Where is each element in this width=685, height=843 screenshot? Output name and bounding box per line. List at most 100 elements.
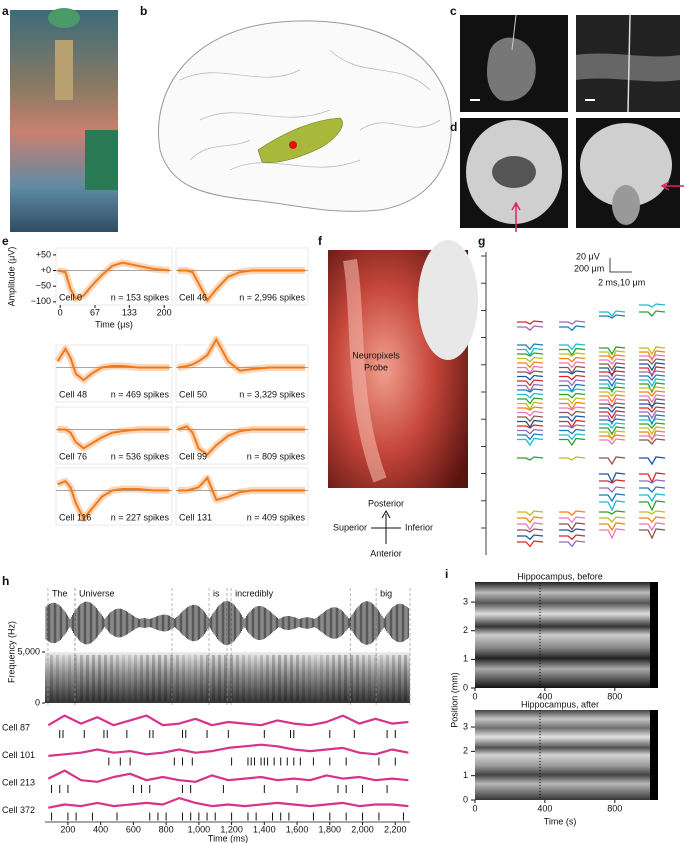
scale-label: 200 μm <box>574 263 604 273</box>
unit-trace <box>559 401 586 411</box>
spectrogram-band <box>380 655 383 701</box>
unit-trace <box>517 320 544 325</box>
unit-trace <box>599 402 626 407</box>
unit-trace <box>559 352 586 357</box>
unit-trace <box>559 419 586 429</box>
unit-trace <box>559 320 586 325</box>
spike-count: n = 809 spikes <box>247 451 306 461</box>
unit-trace <box>599 493 626 503</box>
unit-trace <box>599 354 626 359</box>
unit-trace <box>517 534 544 541</box>
spectrogram-band <box>164 655 167 701</box>
unit-trace <box>599 366 626 378</box>
x-tick-label: 800 <box>607 691 622 701</box>
unit-trace <box>599 346 626 356</box>
unit-trace <box>639 472 666 484</box>
cell-name: Cell 213 <box>2 777 35 787</box>
tissue-layer <box>576 53 680 82</box>
unit-trace <box>599 500 626 512</box>
unit-trace <box>639 350 666 362</box>
unit-trace <box>599 310 626 317</box>
unit-trace <box>639 426 666 436</box>
unit-trace <box>559 374 586 381</box>
unit-trace <box>599 472 626 484</box>
unit-trace <box>517 415 544 423</box>
unit-trace <box>517 428 544 435</box>
unit-trace <box>639 422 666 429</box>
unit-trace <box>559 433 586 441</box>
y-tick-label: +0 <box>41 265 51 275</box>
scale-bar <box>585 99 595 101</box>
unit-trace <box>559 356 586 363</box>
waveform-spread <box>177 474 305 504</box>
unit-trace <box>559 410 586 417</box>
unit-trace <box>517 437 544 447</box>
cell-name: Cell 99 <box>179 451 207 461</box>
unit-trace <box>517 356 544 363</box>
unit-trace <box>599 418 626 423</box>
unit-trace <box>559 510 586 517</box>
spectrogram-band <box>104 655 107 701</box>
spectrogram-band <box>194 655 197 701</box>
unit-trace <box>639 358 666 365</box>
spike-count: n = 469 spikes <box>111 389 170 399</box>
cottonoid <box>418 240 478 360</box>
waveform-mean <box>57 428 170 450</box>
unit-trace <box>517 379 544 387</box>
unit-trace <box>517 361 544 369</box>
spectrogram-band <box>320 655 323 701</box>
spectrogram-band <box>374 655 377 701</box>
drape <box>85 130 118 190</box>
unit-trace <box>599 486 626 493</box>
unit-trace <box>639 438 666 445</box>
unit-trace <box>559 383 586 393</box>
spike-count: n = 153 spikes <box>111 292 170 302</box>
unit-trace <box>639 456 666 466</box>
spectrogram-band <box>242 655 245 701</box>
y-tick-label: +50 <box>36 249 51 259</box>
spectrogram-band <box>176 655 179 701</box>
panel-label: b <box>140 4 147 18</box>
x-tick-label: 1,200 <box>220 824 243 834</box>
unit-trace <box>517 365 544 375</box>
x-tick-label: 200 <box>157 307 172 317</box>
spectrogram-band <box>404 655 407 701</box>
y-tick-label: −100 <box>31 296 51 306</box>
spectrogram-band <box>74 655 77 701</box>
unit-trace <box>639 430 666 442</box>
word: big <box>380 588 392 598</box>
spectrogram-band <box>92 655 95 701</box>
cell-name: Cell 76 <box>59 451 87 461</box>
spectrogram-band <box>224 655 227 701</box>
compass-label: Inferior <box>405 522 433 532</box>
x-tick-label: 1,000 <box>188 824 211 834</box>
scale-label: 20 μV <box>576 251 600 261</box>
cell-name: Cell 48 <box>59 389 87 399</box>
unit-trace <box>599 406 626 413</box>
firing-rate <box>47 714 409 727</box>
spectrogram-band <box>344 655 347 701</box>
cell-name: Cell 372 <box>2 805 35 815</box>
heatmap <box>475 582 655 688</box>
brain-sulci <box>179 49 441 171</box>
x-tick-label: 0 <box>472 803 477 813</box>
unit-trace <box>599 386 626 391</box>
arrow <box>660 181 684 191</box>
x-tick-label: 400 <box>93 824 108 834</box>
unit-trace <box>517 424 544 429</box>
x-axis-label: Time (ms) <box>208 833 248 843</box>
panel-label: h <box>2 574 9 588</box>
unit-trace <box>517 540 544 548</box>
mri-ventricle <box>492 156 536 188</box>
spectrogram-band <box>236 655 239 701</box>
x-tick-label: 2,200 <box>384 824 407 834</box>
probe-label: Probe <box>364 362 388 372</box>
spectrogram-band <box>206 655 209 701</box>
heatmap-title: Hippocampus, after <box>521 699 599 709</box>
unit-trace <box>599 374 626 381</box>
spike-count: n = 409 spikes <box>247 512 306 522</box>
unit-trace <box>517 522 544 531</box>
unit-trace <box>559 428 586 435</box>
waveform-mean <box>177 425 305 456</box>
mri-brainstem <box>612 185 640 225</box>
